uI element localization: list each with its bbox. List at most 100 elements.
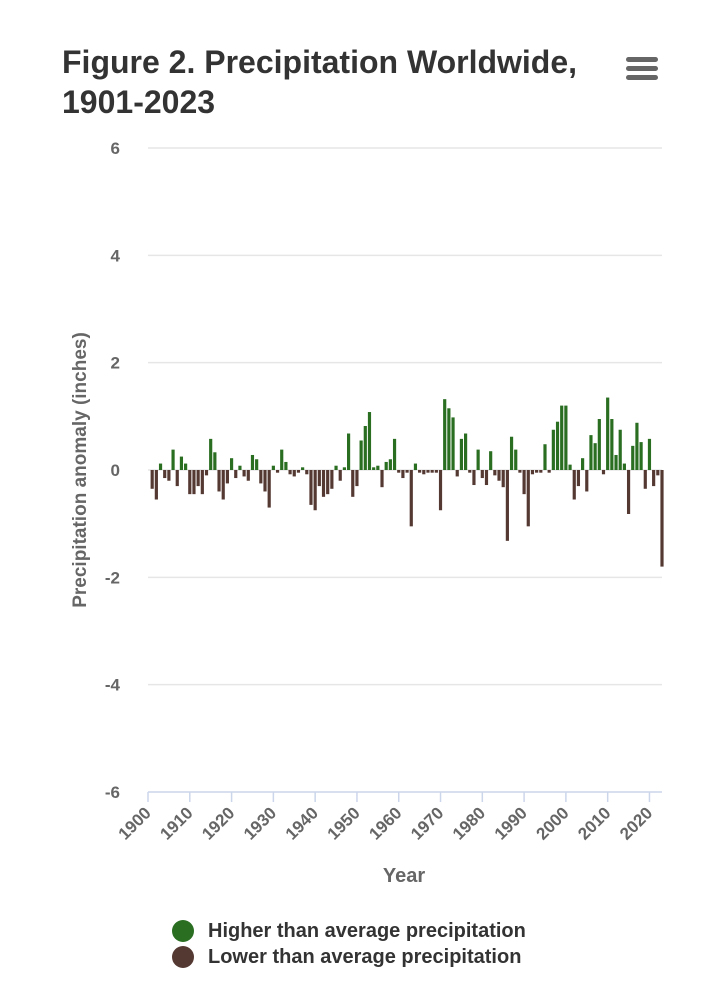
bar-1949[interactable]: [351, 470, 355, 497]
bar-1967[interactable]: [426, 470, 430, 473]
bar-1961[interactable]: [401, 470, 405, 479]
bar-2003[interactable]: [576, 470, 581, 487]
bar-1984[interactable]: [497, 470, 501, 481]
bar-1951[interactable]: [359, 440, 363, 470]
bar-1960[interactable]: [397, 470, 401, 473]
bar-2012[interactable]: [614, 454, 618, 470]
bar-1958[interactable]: [388, 459, 392, 470]
bar-1911[interactable]: [192, 470, 196, 495]
bar-1933[interactable]: [284, 461, 288, 470]
bar-1937[interactable]: [301, 467, 305, 470]
bar-1929[interactable]: [267, 470, 271, 508]
bar-1980[interactable]: [480, 470, 484, 479]
bar-1909[interactable]: [184, 463, 188, 470]
bar-1979[interactable]: [476, 449, 480, 470]
bar-1945[interactable]: [334, 465, 338, 470]
bar-1955[interactable]: [376, 465, 380, 470]
bar-1965[interactable]: [418, 470, 422, 473]
legend-item-higher[interactable]: Higher than average precipitation: [172, 918, 526, 944]
bar-1975[interactable]: [459, 438, 464, 470]
bar-1987[interactable]: [509, 436, 514, 470]
bar-1990[interactable]: [522, 470, 526, 495]
bar-2021[interactable]: [652, 470, 656, 487]
bar-1956[interactable]: [380, 470, 384, 488]
bar-1931[interactable]: [275, 470, 280, 473]
bar-1943[interactable]: [326, 470, 330, 495]
bar-2001[interactable]: [568, 464, 572, 470]
bar-1952[interactable]: [363, 425, 367, 470]
bar-1914[interactable]: [204, 470, 209, 476]
bar-2019[interactable]: [643, 470, 647, 489]
bar-1992[interactable]: [530, 470, 535, 475]
bar-1940[interactable]: [313, 470, 317, 511]
bar-1971[interactable]: [443, 399, 447, 470]
bar-2014[interactable]: [622, 463, 626, 470]
bar-1936[interactable]: [296, 470, 301, 473]
bar-2013[interactable]: [618, 429, 622, 470]
bar-2000[interactable]: [564, 405, 568, 470]
bar-1982[interactable]: [489, 451, 493, 470]
bar-2023[interactable]: [660, 470, 664, 567]
bar-1904[interactable]: [163, 470, 167, 479]
bar-1963[interactable]: [409, 470, 413, 527]
bar-2010[interactable]: [606, 397, 610, 470]
bar-2018[interactable]: [639, 442, 643, 470]
bar-1995[interactable]: [543, 444, 547, 470]
bar-1920[interactable]: [229, 458, 234, 470]
bar-1916[interactable]: [213, 452, 217, 470]
bar-1944[interactable]: [330, 470, 334, 489]
bar-1974[interactable]: [455, 470, 459, 477]
bar-1973[interactable]: [451, 417, 455, 470]
bar-1910[interactable]: [188, 470, 192, 495]
bar-1991[interactable]: [526, 470, 530, 527]
bar-1918[interactable]: [221, 470, 225, 500]
bar-1970[interactable]: [438, 470, 443, 511]
bar-1939[interactable]: [309, 470, 313, 505]
bar-1924[interactable]: [246, 470, 250, 481]
bar-1993[interactable]: [535, 470, 539, 473]
bar-1969[interactable]: [434, 470, 438, 473]
bar-1912[interactable]: [196, 470, 200, 487]
bar-2008[interactable]: [597, 419, 601, 470]
bar-1915[interactable]: [209, 438, 213, 470]
bar-1917[interactable]: [217, 470, 221, 492]
bar-2006[interactable]: [589, 435, 593, 470]
bar-1966[interactable]: [422, 470, 426, 475]
bar-2022[interactable]: [656, 470, 660, 476]
bar-1998[interactable]: [555, 421, 560, 470]
bar-1923[interactable]: [242, 470, 246, 477]
bar-1913[interactable]: [200, 470, 204, 495]
bar-2011[interactable]: [610, 419, 614, 470]
bar-1908[interactable]: [179, 456, 184, 470]
bar-1985[interactable]: [501, 470, 505, 488]
bar-2002[interactable]: [572, 470, 576, 500]
bar-1903[interactable]: [158, 463, 163, 470]
bar-1977[interactable]: [468, 470, 472, 473]
legend-item-lower[interactable]: Lower than average precipitation: [172, 944, 526, 970]
bar-1921[interactable]: [234, 470, 238, 479]
bar-1935[interactable]: [292, 470, 296, 477]
bar-2004[interactable]: [581, 458, 585, 470]
bar-1950[interactable]: [355, 470, 359, 487]
bar-1947[interactable]: [342, 467, 346, 470]
bar-2017[interactable]: [635, 422, 639, 470]
bar-1994[interactable]: [539, 470, 543, 473]
bar-1962[interactable]: [405, 470, 409, 473]
bar-1927[interactable]: [259, 470, 263, 484]
bar-1948[interactable]: [346, 433, 351, 470]
bar-1925[interactable]: [250, 454, 255, 470]
bar-1959[interactable]: [392, 438, 397, 470]
bar-1930[interactable]: [271, 465, 275, 470]
bar-1972[interactable]: [447, 408, 451, 470]
bar-1942[interactable]: [321, 470, 326, 497]
bar-1957[interactable]: [384, 461, 388, 470]
bar-1901[interactable]: [150, 470, 154, 489]
bar-2007[interactable]: [593, 443, 597, 470]
bar-1986[interactable]: [505, 470, 509, 541]
bar-2005[interactable]: [585, 470, 589, 492]
bar-1981[interactable]: [484, 470, 489, 486]
bar-1902[interactable]: [154, 470, 158, 500]
bar-1954[interactable]: [372, 467, 376, 470]
bar-1934[interactable]: [288, 470, 292, 475]
bar-1906[interactable]: [171, 449, 175, 470]
